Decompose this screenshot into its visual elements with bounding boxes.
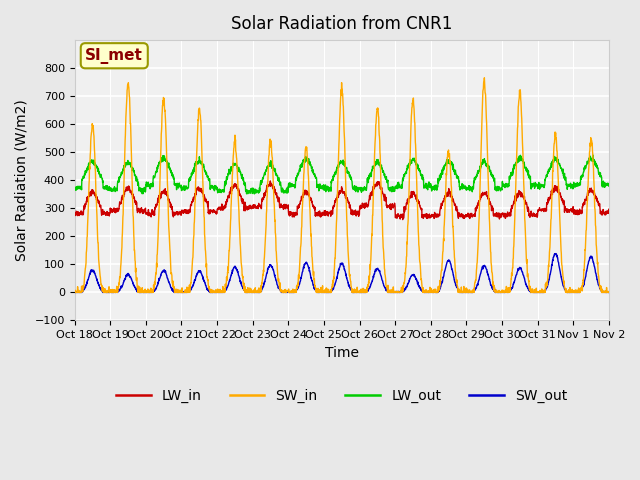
Legend: LW_in, SW_in, LW_out, SW_out: LW_in, SW_in, LW_out, SW_out (111, 384, 573, 409)
X-axis label: Time: Time (324, 346, 359, 360)
Title: Solar Radiation from CNR1: Solar Radiation from CNR1 (231, 15, 452, 33)
Text: SI_met: SI_met (85, 48, 143, 64)
Y-axis label: Solar Radiation (W/m2): Solar Radiation (W/m2) (15, 99, 29, 261)
